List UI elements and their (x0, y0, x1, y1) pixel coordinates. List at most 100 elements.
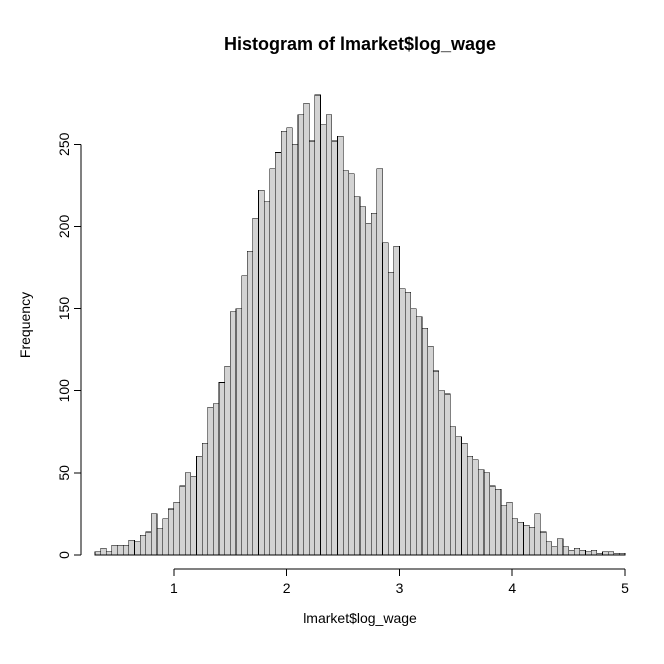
histogram-bar (298, 115, 304, 555)
histogram-bar (495, 489, 501, 555)
histogram-bar (287, 128, 293, 555)
histogram-bar (563, 547, 569, 555)
histogram-bar (315, 95, 321, 555)
histogram-bar (219, 383, 225, 556)
histogram-bar (242, 276, 248, 555)
histogram-bar (614, 553, 620, 555)
y-tick-label: 250 (56, 132, 72, 156)
histogram-bar (586, 552, 592, 555)
histogram-bar (326, 115, 332, 555)
histogram-bar (129, 540, 135, 555)
histogram-bar (309, 141, 315, 555)
histogram-chart: Histogram of lmarket$log_wage12345050100… (0, 0, 664, 664)
y-tick-label: 150 (56, 297, 72, 321)
histogram-bar (416, 317, 422, 555)
histogram-bar (467, 456, 473, 555)
histogram-bar (366, 223, 372, 555)
histogram-bar (456, 437, 462, 555)
histogram-bar (270, 169, 276, 555)
histogram-bar (360, 207, 366, 555)
histogram-bar (524, 525, 530, 555)
histogram-bar (422, 328, 428, 555)
histogram-bar (196, 456, 202, 555)
histogram-bar (304, 103, 310, 555)
histogram-bar (180, 486, 186, 555)
histogram-bar (383, 243, 389, 555)
histogram-bar (337, 136, 343, 555)
histogram-bar (202, 443, 208, 555)
histogram-bar (557, 539, 563, 555)
histogram-bar (225, 366, 231, 555)
histogram-bar (377, 169, 383, 555)
histogram-bar (259, 190, 265, 555)
histogram-bar (518, 522, 524, 555)
histogram-bar (163, 519, 169, 555)
histogram-bar (349, 174, 355, 555)
y-tick-label: 50 (56, 465, 72, 481)
x-tick-label: 4 (508, 580, 516, 596)
histogram-bar (478, 470, 484, 555)
histogram-bar (157, 529, 163, 555)
histogram-bar (332, 141, 338, 555)
histogram-bar (394, 246, 400, 555)
histogram-bar (134, 542, 140, 555)
histogram-bar (597, 553, 603, 555)
histogram-bar (619, 553, 625, 555)
histogram-bar (247, 251, 253, 555)
histogram-bar (371, 213, 377, 555)
histogram-bar (292, 144, 298, 555)
histogram-bar (411, 309, 417, 555)
y-tick-label: 0 (56, 551, 72, 559)
histogram-bar (602, 552, 608, 555)
histogram-bar (529, 527, 535, 555)
histogram-bar (101, 548, 107, 555)
x-axis-label: lmarket$log_wage (303, 610, 417, 626)
histogram-bar (354, 197, 360, 555)
y-axis-label: Frequency (17, 292, 33, 358)
histogram-bar (405, 292, 411, 555)
histogram-bar (112, 545, 118, 555)
histogram-bar (123, 545, 129, 555)
histogram-bar (151, 514, 157, 555)
histogram-bar (213, 404, 219, 555)
histogram-bar (507, 502, 513, 555)
histogram-bar (236, 309, 242, 555)
histogram-bar (191, 476, 197, 555)
histogram-bar (146, 532, 152, 555)
histogram-bar (535, 514, 541, 555)
y-tick-label: 100 (56, 379, 72, 403)
histogram-bar (512, 519, 518, 555)
histogram-bar (275, 153, 281, 556)
histogram-bar (388, 272, 394, 555)
histogram-bar (439, 391, 445, 555)
histogram-bar (445, 394, 451, 555)
histogram-bar (264, 202, 270, 555)
histogram-bar (569, 550, 575, 555)
histogram-bar (343, 171, 349, 555)
histogram-bar (208, 407, 214, 555)
histogram-bar (546, 542, 552, 555)
histogram-bar (461, 443, 467, 555)
histogram-bar (253, 218, 259, 555)
histogram-bar (501, 506, 507, 555)
histogram-bar (490, 486, 496, 555)
y-tick-label: 200 (56, 215, 72, 239)
histogram-bar (140, 535, 146, 555)
x-tick-label: 3 (396, 580, 404, 596)
histogram-bar (580, 550, 586, 555)
histogram-bar (608, 552, 614, 555)
chart-svg: Histogram of lmarket$log_wage12345050100… (0, 0, 664, 664)
histogram-bar (552, 547, 558, 555)
histogram-bar (574, 548, 580, 555)
histogram-bar (281, 131, 287, 555)
histogram-bar (106, 552, 112, 555)
histogram-bar (433, 371, 439, 555)
histogram-bar (321, 125, 327, 555)
histogram-bar (484, 473, 490, 555)
histogram-bar (230, 312, 236, 555)
histogram-bar (450, 427, 456, 555)
histogram-bar (168, 509, 174, 555)
histogram-bar (118, 545, 124, 555)
chart-title: Histogram of lmarket$log_wage (224, 34, 496, 54)
histogram-bar (591, 550, 597, 555)
